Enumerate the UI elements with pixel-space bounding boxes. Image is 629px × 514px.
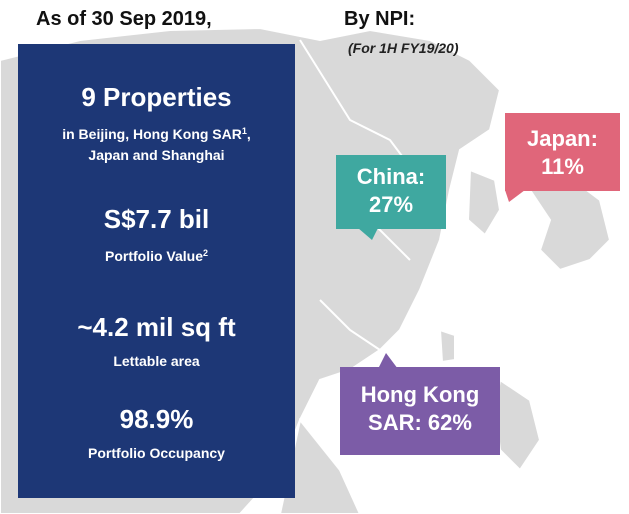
lettable-area-label: Lettable area [113, 353, 200, 369]
china-region-label: China: [356, 164, 426, 189]
portfolio-summary-panel: 9 Properties in Beijing, Hong Kong SAR1,… [18, 44, 295, 498]
lettable-area-stat: ~4.2 mil sq ft Lettable area [18, 312, 295, 372]
period-note: (For 1H FY19/20) [348, 40, 459, 56]
hong-kong-region-label: Hong Kong [360, 382, 480, 407]
properties-title: 9 Properties [81, 82, 232, 112]
portfolio-value-stat: S$7.7 bil Portfolio Value2 [18, 204, 295, 267]
properties-stat: 9 Properties in Beijing, Hong Kong SAR1,… [18, 82, 295, 166]
japan-share: 11% [541, 154, 584, 179]
hong-kong-npi-callout: Hong Kong SAR: 62% [340, 367, 500, 455]
portfolio-value: S$7.7 bil [103, 204, 210, 234]
portfolio-value-label: Portfolio Value2 [104, 248, 209, 264]
as-of-date: As of 30 Sep 2019, [36, 8, 212, 30]
lettable-area: ~4.2 mil sq ft [77, 312, 236, 342]
japan-callout-pointer [505, 190, 525, 202]
china-callout-pointer [358, 228, 378, 240]
japan-region-label: Japan: [527, 126, 598, 151]
hong-kong-callout-pointer [378, 353, 398, 369]
properties-locations: in Beijing, Hong Kong SAR1, Japan and Sh… [62, 126, 251, 163]
footnote-1: 1 [241, 126, 247, 136]
footnote-2: 2 [203, 248, 209, 258]
japan-npi-callout: Japan: 11% [505, 113, 620, 191]
hong-kong-share: SAR: 62% [368, 410, 472, 435]
occupancy-value: 98.9% [119, 404, 194, 434]
china-npi-callout: China: 27% [336, 155, 446, 229]
korea-landmass [466, 168, 502, 237]
by-npi-heading: By NPI: [344, 8, 416, 30]
occupancy-label: Portfolio Occupancy [88, 445, 225, 461]
taiwan-landmass [438, 328, 456, 364]
occupancy-stat: 98.9% Portfolio Occupancy [18, 404, 295, 464]
philippines-landmass [493, 378, 542, 472]
china-share: 27% [368, 192, 414, 217]
